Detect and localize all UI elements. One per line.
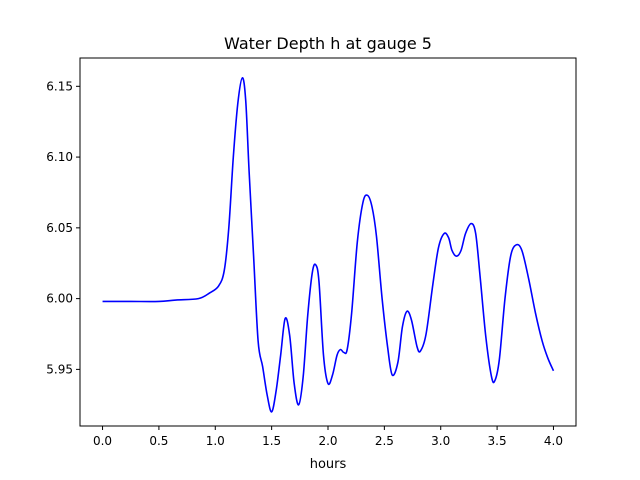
x-tick-label: 2.5 <box>375 434 394 448</box>
chart-title: Water Depth h at gauge 5 <box>224 34 432 53</box>
y-tick-label: 6.05 <box>46 221 73 235</box>
x-tick-label: 1.5 <box>262 434 281 448</box>
x-tick-label: 2.0 <box>318 434 337 448</box>
x-tick-label: 3.5 <box>488 434 507 448</box>
x-axis: 0.0 0.5 1.0 1.5 2.0 2.5 3.0 3.5 4.0 <box>93 426 563 448</box>
series-line <box>102 77 555 413</box>
x-tick-label: 1.0 <box>206 434 225 448</box>
y-tick-label: 6.00 <box>46 292 73 306</box>
y-tick-label: 6.15 <box>46 79 73 93</box>
x-tick-label: 0.0 <box>93 434 112 448</box>
y-axis: 5.95 6.00 6.05 6.10 6.15 <box>46 79 80 376</box>
y-tick-label: 6.10 <box>46 150 73 164</box>
y-tick-label: 5.95 <box>46 362 73 376</box>
x-tick-label: 3.0 <box>431 434 450 448</box>
x-tick-label: 4.0 <box>544 434 563 448</box>
x-axis-label: hours <box>310 457 347 472</box>
x-tick-label: 0.5 <box>149 434 168 448</box>
plot-area <box>102 77 555 413</box>
